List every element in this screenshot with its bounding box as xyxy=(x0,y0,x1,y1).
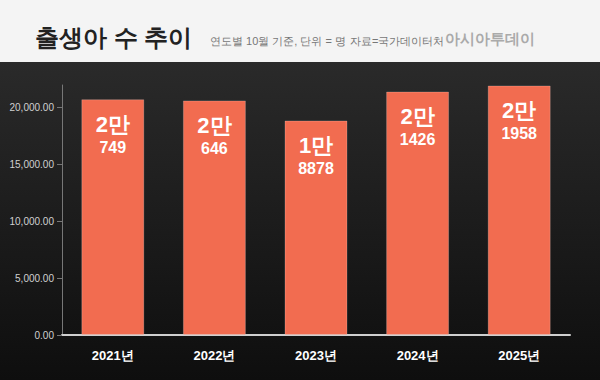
svg-text:2만: 2만 xyxy=(400,104,434,129)
svg-text:0.00: 0.00 xyxy=(35,330,55,341)
svg-text:2만: 2만 xyxy=(502,98,536,123)
svg-text:20,000.00: 20,000.00 xyxy=(10,102,55,113)
svg-text:2021년: 2021년 xyxy=(92,348,134,363)
svg-text:출생아 수 추이: 출생아 수 추이 xyxy=(35,24,192,51)
svg-text:2025년: 2025년 xyxy=(498,348,540,363)
svg-text:2024년: 2024년 xyxy=(397,348,439,363)
svg-text:1426: 1426 xyxy=(400,131,436,148)
svg-text:자료=국가데이터처: 자료=국가데이터처 xyxy=(350,35,444,47)
svg-text:아시아투데이: 아시아투데이 xyxy=(445,30,535,47)
svg-text:연도별 10월 기준, 단위 = 명: 연도별 10월 기준, 단위 = 명 xyxy=(210,35,346,47)
svg-text:749: 749 xyxy=(99,139,126,156)
svg-text:2022년: 2022년 xyxy=(193,348,235,363)
svg-text:2만: 2만 xyxy=(197,113,231,138)
svg-text:8878: 8878 xyxy=(298,160,334,177)
svg-text:646: 646 xyxy=(201,140,228,157)
svg-text:10,000.00: 10,000.00 xyxy=(10,216,55,227)
svg-text:1958: 1958 xyxy=(501,125,537,142)
svg-text:1만: 1만 xyxy=(299,133,333,158)
svg-text:2023년: 2023년 xyxy=(295,348,337,363)
svg-text:5,000.00: 5,000.00 xyxy=(15,273,54,284)
svg-text:15,000.00: 15,000.00 xyxy=(10,159,55,170)
svg-text:2만: 2만 xyxy=(96,112,130,137)
